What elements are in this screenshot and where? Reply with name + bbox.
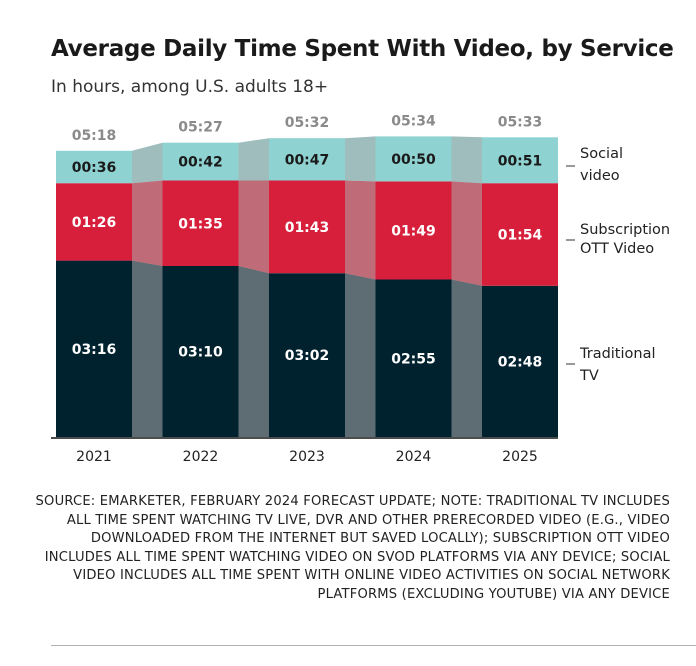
connector-band: [345, 180, 376, 280]
connector-band: [132, 260, 163, 437]
connector-bands: [132, 136, 482, 437]
bar-segment: [482, 183, 558, 286]
segment-label: 00:47: [285, 152, 330, 168]
connector-shade: [451, 136, 482, 184]
legend-label: Subscription: [580, 222, 670, 238]
connector-band: [238, 266, 269, 437]
bar-segment: [56, 260, 132, 437]
segment-label: 00:36: [72, 160, 117, 176]
segment-label: 00:42: [178, 155, 223, 171]
legend-label: TV: [579, 368, 599, 384]
legend-label: video: [580, 168, 620, 184]
legend-label: Social: [580, 146, 623, 162]
bottom-divider: [51, 645, 696, 646]
connector-band: [345, 136, 376, 182]
segment-label: 01:35: [178, 216, 223, 232]
connector-shade: [132, 260, 163, 437]
legend-label: Traditional: [579, 346, 656, 362]
total-label: 05:33: [498, 114, 543, 130]
bar-segment: [269, 180, 345, 274]
connector-band: [132, 142, 163, 184]
segment-label: 01:26: [72, 215, 117, 231]
connector-shade: [451, 279, 482, 437]
connector-shade: [451, 181, 482, 286]
bar-segment: [375, 136, 452, 182]
segment-label: 03:02: [285, 348, 330, 364]
segment-label: 03:10: [178, 345, 223, 361]
bar-segment: [482, 285, 558, 437]
bar-segment: [162, 142, 239, 181]
segment-labels: 03:16 01:26 00:36 03:10 01:35 00:42 03:02 01:43…: [72, 152, 543, 371]
connector-band: [238, 138, 269, 181]
segment-label: 00:51: [498, 153, 543, 169]
segment-label: 02:55: [391, 351, 436, 367]
connector-shade: [132, 180, 163, 266]
segment-label: 01:49: [391, 223, 436, 239]
connector-shade: [345, 273, 376, 437]
total-label: 05:27: [178, 120, 223, 136]
connector-shade: [345, 180, 376, 280]
bar-segment: [375, 181, 452, 280]
bar-segment: [482, 137, 558, 184]
total-label: 05:34: [391, 113, 436, 129]
total-label: 05:18: [72, 128, 117, 144]
segment-label: 03:16: [72, 342, 117, 358]
chart-title: Average Daily Time Spent With Video, by …: [51, 36, 674, 62]
bar-segment: [162, 266, 239, 437]
connector-shade: [238, 180, 269, 274]
segment-label: 00:50: [391, 152, 436, 168]
bar-segments: [56, 136, 558, 437]
bar-segment: [162, 180, 239, 266]
connector-band: [345, 273, 376, 437]
x-tick-label: 2024: [396, 449, 432, 465]
stacked-bar-chart: 03:16 01:26 00:36 03:10 01:35 00:42 03:02 01:43…: [51, 113, 670, 465]
connector-shade: [132, 142, 163, 184]
connector-band: [451, 279, 482, 437]
bar-segment: [269, 273, 345, 437]
bar-segment: [269, 138, 345, 181]
connector-shade: [238, 266, 269, 437]
total-labels: 05:18 05:27 05:32 05:34 05:33: [72, 113, 543, 143]
x-tick-label: 2023: [289, 449, 325, 465]
legend: Social video Subscription OTT Video Traditio…: [566, 146, 670, 384]
connector-shade: [238, 138, 269, 181]
bar-segment: [375, 279, 452, 437]
connector-band: [451, 181, 482, 286]
x-axis: 2021 2022 2023 2024 2025: [51, 437, 558, 465]
connector-band: [132, 180, 163, 266]
bar-segment: [56, 150, 132, 184]
source-note: SOURCE: EMARKETER, FEBRUARY 2024 FORECAS…: [35, 494, 670, 602]
segment-label: 01:54: [498, 228, 543, 244]
bar-segment: [56, 183, 132, 261]
segment-label: 01:43: [285, 220, 330, 236]
segment-label: 02:48: [498, 354, 543, 370]
x-tick-label: 2022: [183, 449, 219, 465]
legend-label: OTT Video: [580, 241, 654, 257]
connector-band: [238, 180, 269, 274]
x-tick-label: 2025: [502, 449, 538, 465]
connector-shade: [345, 136, 376, 182]
connector-band: [451, 136, 482, 184]
x-tick-label: 2021: [76, 449, 112, 465]
total-label: 05:32: [285, 115, 330, 131]
chart-subtitle: In hours, among U.S. adults 18+: [51, 77, 329, 97]
